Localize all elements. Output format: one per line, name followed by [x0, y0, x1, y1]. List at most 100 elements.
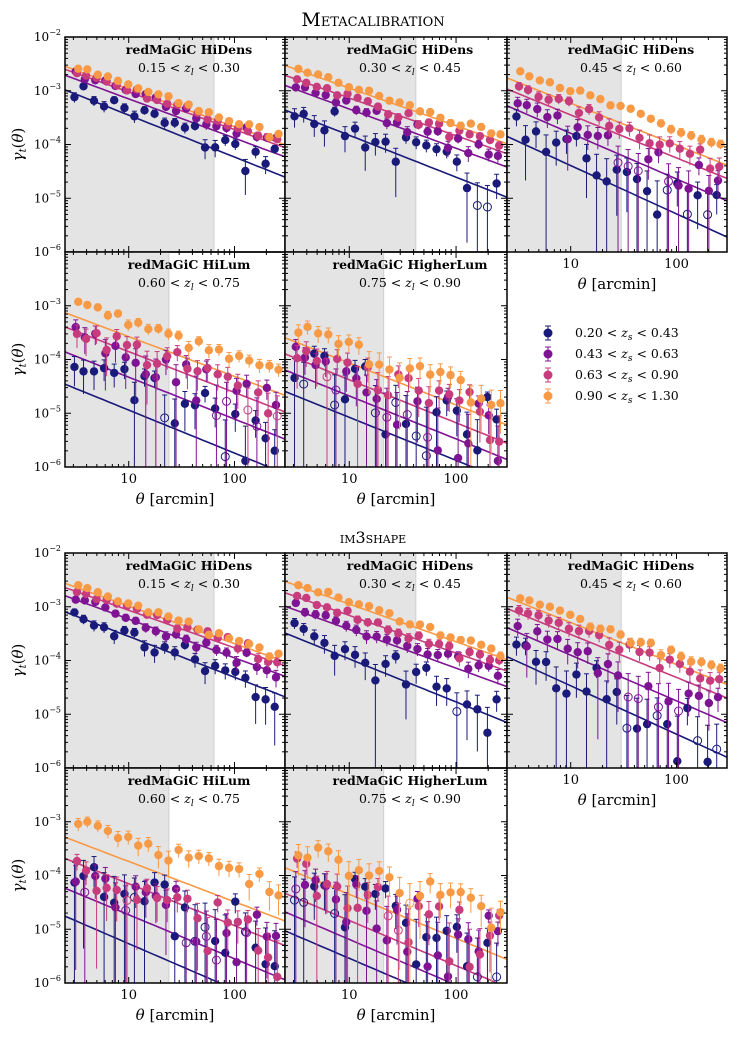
data-point [121, 613, 130, 622]
data-point [190, 655, 200, 664]
data-point [566, 86, 575, 96]
data-point [124, 832, 133, 842]
data-point [303, 68, 312, 77]
plot-area [65, 64, 285, 195]
data-point [475, 131, 485, 141]
data-point [330, 107, 339, 116]
data-point [423, 127, 432, 136]
y-tick-label: 10−3 [34, 813, 61, 829]
data-point [99, 623, 109, 632]
data-point [403, 641, 412, 651]
data-point [555, 83, 565, 93]
data-point [514, 82, 524, 91]
data-point [664, 697, 673, 706]
data-point-negative [411, 431, 421, 441]
data-point [324, 587, 333, 597]
data-point [243, 126, 253, 136]
data-point [612, 687, 621, 697]
data-point [446, 888, 455, 897]
data-point [170, 932, 179, 941]
data-point [299, 624, 308, 634]
data-point [675, 659, 685, 669]
data-point [456, 375, 465, 385]
model-curve-source-bin-4 [65, 836, 285, 922]
data-point [514, 606, 524, 615]
data-point [375, 606, 384, 615]
y-tick-label: 10−2 [34, 544, 61, 560]
data-point [492, 179, 501, 188]
data-point [432, 682, 441, 691]
data-point [252, 910, 262, 919]
data-point [344, 82, 354, 92]
data-point [322, 603, 332, 612]
x-tick-label: 100 [664, 257, 689, 272]
data-point [445, 132, 454, 142]
panel-sample-label: redMaGiC HigherLum [333, 257, 488, 272]
data-point [271, 673, 281, 682]
data-point [124, 599, 133, 608]
data-point [241, 166, 250, 176]
data-point [424, 118, 434, 127]
data-point [71, 877, 80, 886]
data-point [652, 210, 662, 219]
data-point [354, 866, 364, 875]
data-point [391, 157, 400, 166]
legend-label: 0.43 < zs < 0.63 [575, 346, 679, 364]
data-point [330, 651, 339, 661]
panel-sample-label: redMaGiC HiDens [568, 558, 694, 573]
data-point [493, 151, 503, 161]
data-point [381, 137, 390, 146]
data-point-negative [80, 887, 90, 897]
data-point [385, 608, 394, 618]
y-tick-label: 10−4 [34, 867, 61, 883]
data-point [525, 596, 534, 605]
data-point [253, 131, 263, 140]
data-point [222, 648, 231, 657]
legend-entry-3: 0.63 < zs < 0.90 [543, 367, 679, 385]
data-point [553, 111, 562, 120]
data-point [411, 960, 421, 969]
data-point [83, 817, 92, 826]
data-point [180, 399, 190, 408]
panels-layer: redMaGiC HiDens 0.15 < zl < 0.30 10−2 10−3 1… [9, 28, 728, 1024]
data-point [704, 698, 714, 708]
data-point [124, 80, 133, 89]
data-point [716, 664, 725, 673]
data-point [531, 657, 541, 667]
data-point [291, 598, 301, 608]
data-point [299, 109, 308, 118]
data-point [342, 96, 351, 105]
data-point [251, 692, 260, 702]
data-point [81, 334, 91, 344]
data-point [89, 96, 99, 106]
data-point-negative [242, 928, 252, 938]
data-point [120, 626, 129, 635]
data-point [474, 140, 483, 149]
data-point [494, 141, 504, 150]
data-point [445, 641, 454, 651]
data-point [109, 368, 119, 378]
data-point [331, 616, 341, 626]
data-point [192, 396, 201, 405]
data-point [312, 82, 322, 91]
data-point [364, 360, 374, 369]
data-point [342, 917, 351, 927]
scale-cut-region [507, 553, 622, 768]
data-point [184, 617, 193, 626]
data-point [184, 100, 193, 109]
data-point [204, 854, 214, 863]
data-point-negative [181, 938, 191, 948]
data-point [164, 92, 173, 101]
data-point [642, 719, 652, 729]
data-point [445, 390, 454, 399]
data-point [456, 121, 465, 130]
data-point [695, 674, 705, 683]
data-point [131, 358, 140, 368]
plot-area [65, 816, 285, 983]
data-point [180, 123, 190, 133]
data-point [645, 139, 654, 148]
data-point [184, 853, 193, 862]
data-point [455, 905, 464, 915]
data-point [303, 583, 312, 593]
data-point [253, 946, 263, 955]
